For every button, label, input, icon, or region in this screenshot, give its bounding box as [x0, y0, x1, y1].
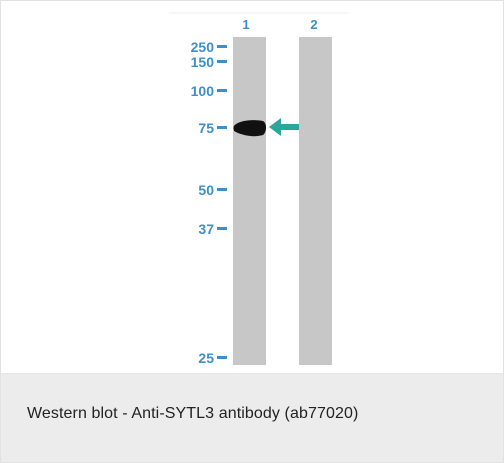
marker-tick-25: [217, 356, 227, 359]
marker-150: 150: [191, 54, 227, 70]
protein-band-core: [234, 120, 266, 137]
lane-1: [233, 37, 266, 365]
marker-label-37: 37: [198, 221, 214, 237]
marker-tick-100: [217, 89, 227, 92]
marker-tick-75: [217, 126, 227, 129]
marker-label-250: 250: [191, 39, 215, 55]
image-caption: Western blot - Anti-SYTL3 antibody (ab77…: [1, 374, 503, 462]
marker-label-150: 150: [191, 54, 215, 70]
marker-tick-37: [217, 227, 227, 230]
marker-label-50: 50: [198, 182, 214, 198]
marker-tick-250: [217, 45, 227, 48]
marker-tick-150: [217, 60, 227, 63]
caption-text: Western blot - Anti-SYTL3 antibody (ab77…: [27, 405, 359, 422]
marker-tick-50: [217, 188, 227, 191]
marker-250: 250: [191, 39, 227, 55]
western-blot-image: 1 2 250 150 100 75 50: [169, 12, 349, 366]
marker-75: 75: [198, 120, 227, 136]
marker-37: 37: [198, 221, 227, 237]
marker-label-25: 25: [198, 350, 214, 366]
marker-label-100: 100: [191, 83, 215, 99]
marker-25: 25: [198, 350, 227, 366]
lane-label-2: 2: [310, 17, 317, 32]
arrow-left-icon: [269, 118, 299, 136]
marker-50: 50: [198, 182, 227, 198]
western-blot-figure[interactable]: 1 2 250 150 100 75 50: [1, 1, 503, 374]
lane-label-1: 1: [242, 17, 249, 32]
lane-2: [299, 37, 332, 365]
marker-100: 100: [191, 83, 227, 99]
protein-band: [233, 120, 266, 137]
marker-label-75: 75: [198, 120, 214, 136]
